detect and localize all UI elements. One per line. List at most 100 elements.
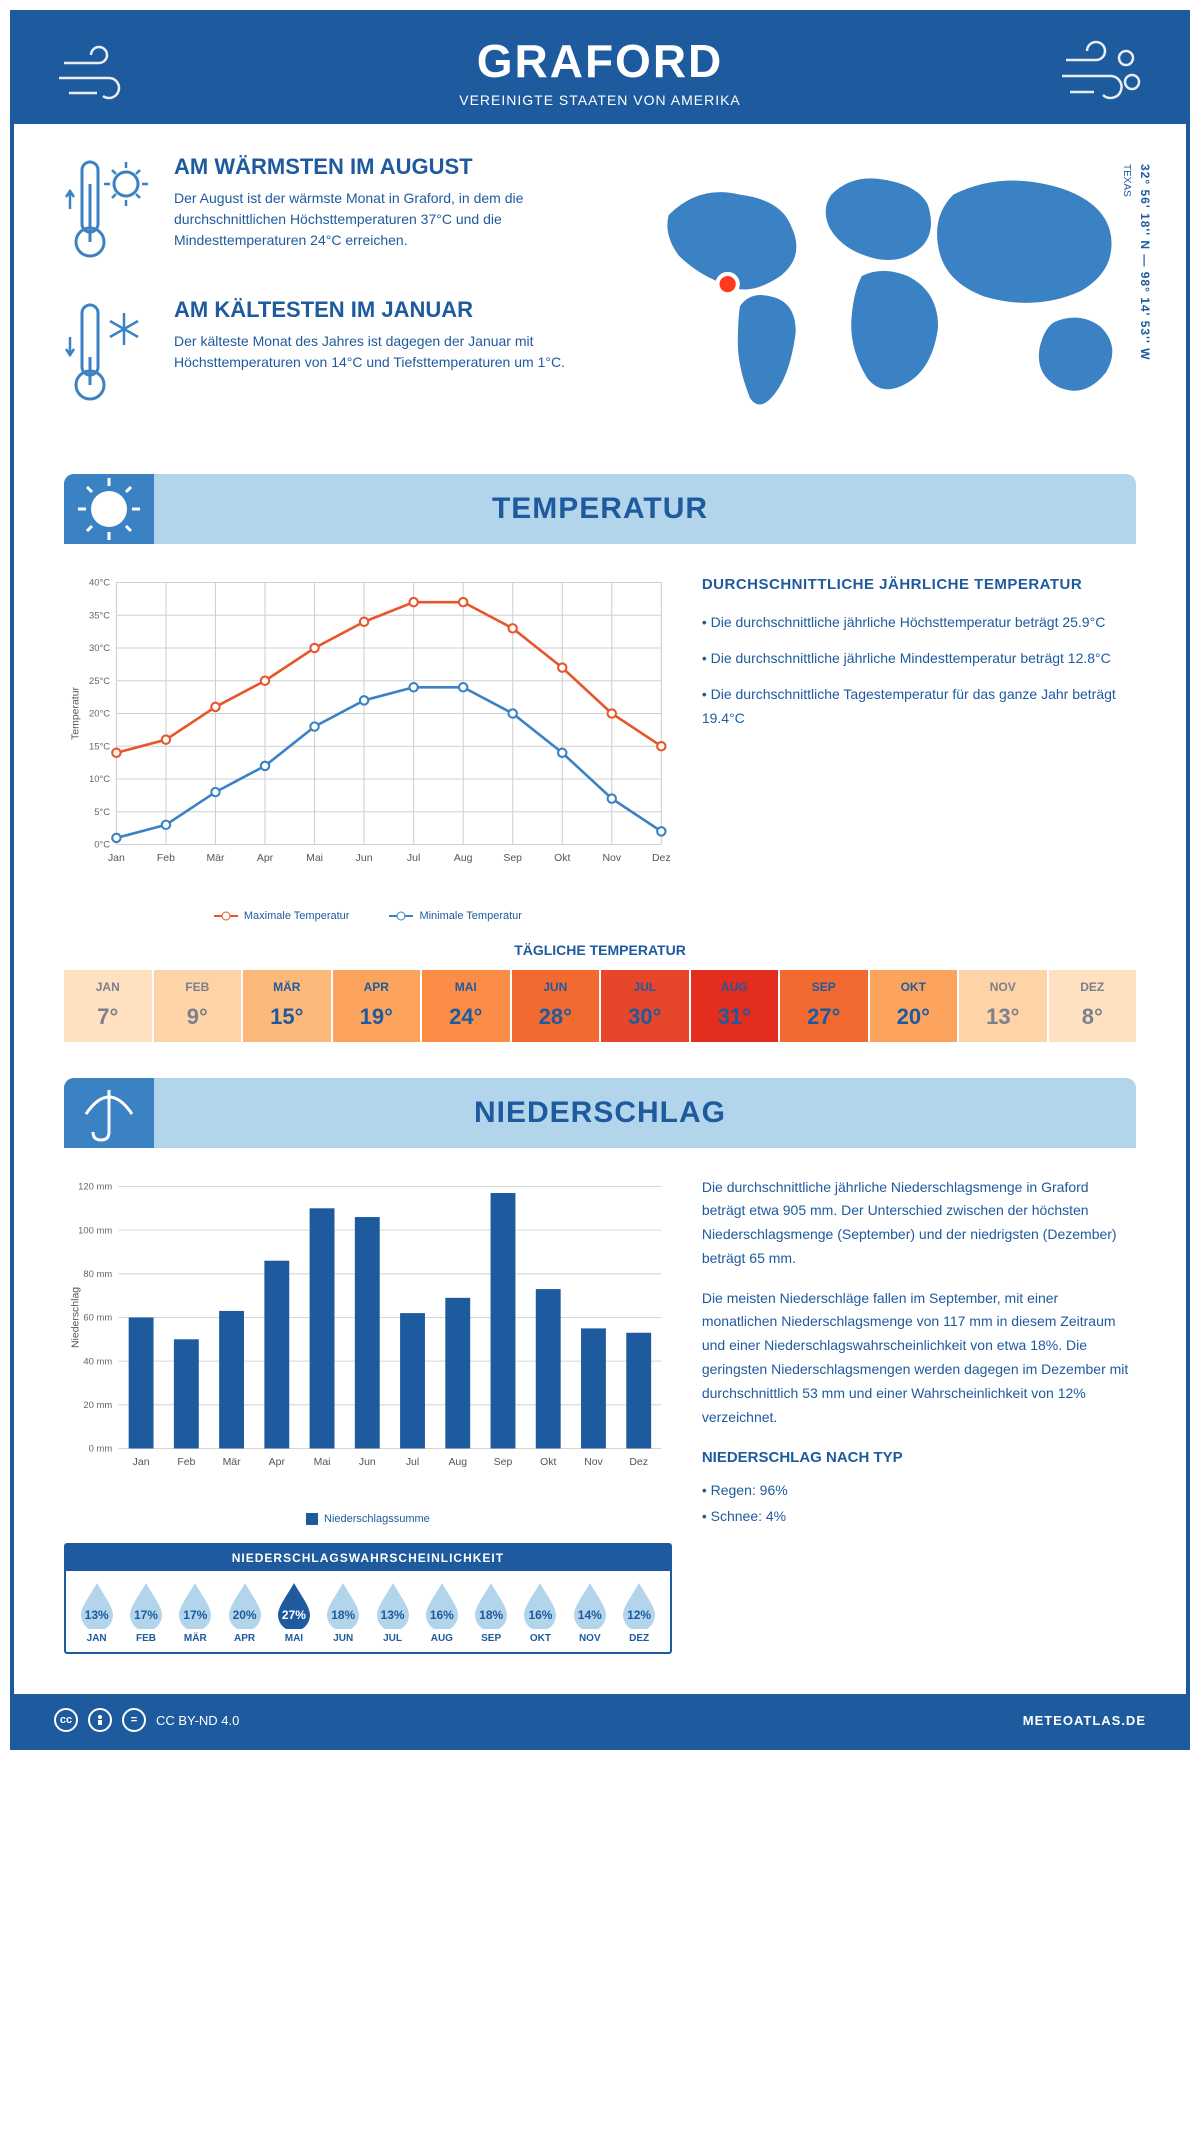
page-subtitle: VEREINIGTE STAATEN VON AMERIKA <box>14 92 1186 108</box>
svg-text:Apr: Apr <box>257 853 274 864</box>
svg-text:80 mm: 80 mm <box>83 1267 112 1278</box>
precipitation-text: Die durchschnittliche jährliche Niedersc… <box>702 1176 1136 1655</box>
raindrop-icon: 12% <box>619 1581 659 1629</box>
daily-temp-cell: OKT20° <box>870 970 960 1042</box>
raindrop-icon: 27% <box>274 1581 314 1629</box>
probability-cell: 18% SEP <box>467 1581 516 1644</box>
probability-cell: 20% APR <box>220 1581 269 1644</box>
probability-cell: 16% OKT <box>516 1581 565 1644</box>
thermometer-hot-icon <box>64 154 154 269</box>
temperature-legend: Maximale Temperatur Minimale Temperatur <box>64 910 672 922</box>
svg-text:Mai: Mai <box>306 853 323 864</box>
svg-text:20°C: 20°C <box>89 707 110 718</box>
probability-cell: 14% NOV <box>565 1581 614 1644</box>
daily-temp-cell: FEB9° <box>154 970 244 1042</box>
precipitation-legend: Niederschlagssumme <box>64 1513 672 1525</box>
svg-text:Dez: Dez <box>652 853 671 864</box>
svg-text:Jul: Jul <box>406 1457 419 1468</box>
svg-text:Aug: Aug <box>454 853 473 864</box>
svg-text:Dez: Dez <box>629 1457 648 1468</box>
svg-text:Jul: Jul <box>407 853 420 864</box>
nd-icon: = <box>122 1708 146 1732</box>
thermometer-cold-icon <box>64 297 154 412</box>
coldest-fact: AM KÄLTESTEN IM JANUAR Der kälteste Mona… <box>64 297 598 412</box>
raindrop-icon: 18% <box>471 1581 511 1629</box>
daily-temp-cell: JUN28° <box>512 970 602 1042</box>
footer: cc = CC BY-ND 4.0 METEOATLAS.DE <box>14 1694 1186 1746</box>
svg-text:Sep: Sep <box>503 853 522 864</box>
svg-text:Nov: Nov <box>602 853 621 864</box>
probability-cell: 17% FEB <box>121 1581 170 1644</box>
svg-text:Sep: Sep <box>494 1457 513 1468</box>
daily-temp-cell: AUG31° <box>691 970 781 1042</box>
precipitation-probability-box: NIEDERSCHLAGSWAHRSCHEINLICHKEIT 13% JAN … <box>64 1543 672 1654</box>
svg-text:Temperatur: Temperatur <box>71 686 82 739</box>
wind-icon-right <box>1056 38 1146 113</box>
warmest-title: AM WÄRMSTEN IM AUGUST <box>174 154 598 180</box>
raindrop-icon: 17% <box>126 1581 166 1629</box>
svg-text:30°C: 30°C <box>89 642 110 653</box>
precipitation-heading: NIEDERSCHLAG <box>64 1096 1136 1130</box>
daily-temp-cell: NOV13° <box>959 970 1049 1042</box>
svg-text:Jan: Jan <box>133 1457 150 1468</box>
coordinates-label: 32° 56' 18'' N — 98° 14' 53'' W <box>1138 164 1152 360</box>
precipitation-bar-chart: 0 mm20 mm40 mm60 mm80 mm100 mm120 mmJanF… <box>64 1176 672 1501</box>
probability-cell: 13% JUL <box>368 1581 417 1644</box>
svg-text:Feb: Feb <box>157 853 175 864</box>
svg-text:Jun: Jun <box>359 1457 376 1468</box>
temperature-section-header: TEMPERATUR <box>64 474 1136 544</box>
svg-text:Niederschlag: Niederschlag <box>71 1286 82 1347</box>
raindrop-icon: 16% <box>422 1581 462 1629</box>
cc-icon: cc <box>54 1708 78 1732</box>
daily-temp-cell: MÄR15° <box>243 970 333 1042</box>
svg-text:35°C: 35°C <box>89 609 110 620</box>
raindrop-icon: 18% <box>323 1581 363 1629</box>
svg-text:Mär: Mär <box>223 1457 242 1468</box>
svg-text:5°C: 5°C <box>94 805 110 816</box>
svg-text:40 mm: 40 mm <box>83 1355 112 1366</box>
coldest-title: AM KÄLTESTEN IM JANUAR <box>174 297 598 323</box>
daily-temp-cell: APR19° <box>333 970 423 1042</box>
daily-temp-cell: DEZ8° <box>1049 970 1137 1042</box>
raindrop-icon: 20% <box>225 1581 265 1629</box>
svg-text:Aug: Aug <box>448 1457 467 1468</box>
probability-cell: 12% DEZ <box>614 1581 663 1644</box>
daily-temp-cell: SEP27° <box>780 970 870 1042</box>
license-label: CC BY-ND 4.0 <box>156 1713 239 1728</box>
probability-cell: 13% JAN <box>72 1581 121 1644</box>
probability-cell: 17% MÄR <box>171 1581 220 1644</box>
climate-facts: AM WÄRMSTEN IM AUGUST Der August ist der… <box>64 154 598 444</box>
svg-text:100 mm: 100 mm <box>78 1224 112 1235</box>
svg-text:Mär: Mär <box>206 853 225 864</box>
probability-cell: 27% MAI <box>269 1581 318 1644</box>
svg-text:20 mm: 20 mm <box>83 1398 112 1409</box>
umbrella-icon <box>64 1078 154 1148</box>
header-band: GRAFORD VEREINIGTE STAATEN VON AMERIKA <box>14 14 1186 124</box>
precipitation-section-header: NIEDERSCHLAG <box>64 1078 1136 1148</box>
state-label: TEXAS <box>1121 164 1132 197</box>
world-map: TEXAS 32° 56' 18'' N — 98° 14' 53'' W <box>628 154 1136 444</box>
raindrop-icon: 16% <box>520 1581 560 1629</box>
svg-text:Nov: Nov <box>584 1457 603 1468</box>
sun-icon <box>64 474 154 544</box>
temperature-stats: DURCHSCHNITTLICHE JÄHRLICHE TEMPERATUR •… <box>702 572 1136 922</box>
temperature-line-chart: 0°C5°C10°C15°C20°C25°C30°C35°C40°CJanFeb… <box>64 572 672 897</box>
daily-temp-cell: MAI24° <box>422 970 512 1042</box>
svg-text:Feb: Feb <box>177 1457 195 1468</box>
svg-text:60 mm: 60 mm <box>83 1311 112 1322</box>
svg-text:Okt: Okt <box>540 1457 556 1468</box>
svg-text:0°C: 0°C <box>94 838 110 849</box>
probability-cell: 18% JUN <box>319 1581 368 1644</box>
page-title: GRAFORD <box>14 34 1186 88</box>
svg-text:40°C: 40°C <box>89 576 110 587</box>
coldest-text: Der kälteste Monat des Jahres ist dagege… <box>174 331 598 373</box>
daily-temp-cell: JAN7° <box>64 970 154 1042</box>
warmest-fact: AM WÄRMSTEN IM AUGUST Der August ist der… <box>64 154 598 269</box>
raindrop-icon: 13% <box>77 1581 117 1629</box>
svg-text:Apr: Apr <box>269 1457 286 1468</box>
raindrop-icon: 13% <box>373 1581 413 1629</box>
svg-text:120 mm: 120 mm <box>78 1180 112 1191</box>
raindrop-icon: 14% <box>570 1581 610 1629</box>
svg-text:Mai: Mai <box>314 1457 331 1468</box>
location-marker-icon <box>717 274 737 294</box>
